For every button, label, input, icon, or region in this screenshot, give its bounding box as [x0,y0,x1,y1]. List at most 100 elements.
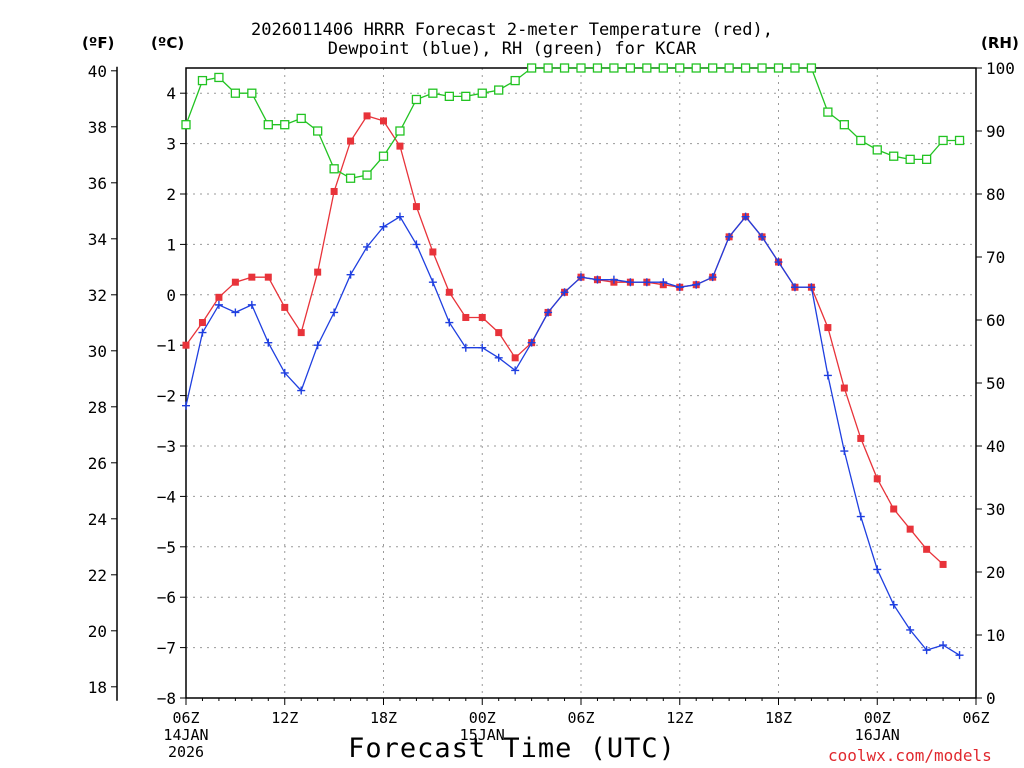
dewpoint-point [412,240,421,249]
x-date-label: 15JAN [460,726,505,744]
temperature-point [511,354,519,362]
rh-point [214,72,224,83]
rh-point [395,126,405,136]
rh-tick-label: 0 [986,689,996,708]
fahrenheit-tick-label: 22 [88,566,107,585]
rh-point [230,88,241,98]
x-date-label: 16JAN [855,726,900,744]
rh-point [461,91,471,101]
dewpoint-point [889,600,898,609]
celsius-tick-label: 4 [166,84,176,103]
rh-tick-label: 20 [986,563,1005,582]
temperature-point [182,341,190,349]
rh-point [675,63,685,73]
series-line-temperature [185,115,944,565]
fahrenheit-tick-label: 40 [88,62,107,81]
temperature-point [412,203,420,211]
celsius-tick-label: −5 [157,538,176,557]
fahrenheit-tick-label: 32 [88,286,107,305]
dewpoint-point [494,353,503,362]
x-tick-label: 06Z [962,709,989,727]
dewpoint-point [840,447,849,456]
dewpoint-point [231,308,240,317]
dewpoint-point [873,565,882,574]
rh-point [642,63,652,73]
dewpoint-point [577,273,585,282]
dewpoint-point [428,278,437,287]
temperature-point [248,273,256,281]
dewpoint-point [774,258,783,267]
rh-point [658,63,668,73]
dewpoint-point [182,401,190,410]
temperature-point [873,475,881,483]
rh-point [313,126,323,136]
celsius-tick-label: −6 [157,588,176,607]
rh-point [329,164,339,174]
rh-point [263,120,273,130]
temperature-point [923,545,931,553]
dewpoint-point [675,283,684,292]
celsius-tick-label: 2 [166,185,176,204]
series-rh [181,63,965,183]
temperature-point [939,560,947,568]
fahrenheit-tick-label: 20 [88,622,107,641]
temperature-point [906,525,914,533]
temperature-point [347,137,355,145]
dewpoint-point [807,283,816,292]
celsius-tick-label: −4 [157,487,176,506]
rh-point [938,135,948,146]
temperature-point [264,273,272,281]
dewpoint-point [346,270,355,279]
temperature-point [429,248,437,256]
celsius-tick-label: −8 [157,689,176,708]
x-tick-label: 12Z [666,709,693,727]
dewpoint-point [725,232,734,241]
dewpoint-point [198,328,207,337]
dewpoint-point [214,300,223,309]
temperature-point [330,187,338,195]
rh-point [691,63,701,73]
rh-point [856,135,866,146]
rh-point [592,63,603,73]
dewpoint-point [609,275,618,284]
dewpoint-point [511,366,520,375]
rh-point [494,85,504,95]
dewpoint-point [955,651,964,660]
rh-tick-label: 10 [986,626,1005,645]
fahrenheit-tick-label: 34 [88,230,107,249]
rh-point [889,151,899,161]
temperature-point [445,288,453,296]
temperature-point [462,313,470,321]
chart-title-line1: 2026011406 HRRR Forecast 2-meter Tempera… [251,20,773,40]
dewpoint-point [906,625,915,634]
dewpoint-point [560,288,569,297]
dewpoint-point [692,280,701,289]
rh-point [740,63,751,73]
temperature-point [297,329,305,337]
x-tick-label: 00Z [469,709,496,727]
celsius-tick-label: −1 [157,336,176,355]
dewpoint-point [544,308,553,317]
rh-point [724,63,734,73]
celsius-axis-label: (ºC) [151,34,185,52]
rh-point [345,173,356,183]
rh-point [609,63,619,73]
celsius-tick-label: −2 [157,387,176,406]
rh-point [559,63,570,73]
rh-tick-label: 90 [986,122,1005,141]
dewpoint-point [395,212,404,221]
series-temperature [182,112,947,568]
x-tick-label: 18Z [370,709,397,727]
fahrenheit-tick-label: 30 [88,342,107,361]
temperature-point [281,303,289,311]
fahrenheit-tick-label: 38 [88,118,107,137]
temperature-point [363,112,371,120]
fahrenheit-axis-label: (ºF) [82,34,115,52]
dewpoint-point [922,646,931,655]
rh-point [181,120,191,130]
dewpoint-point [856,512,865,521]
rh-point [444,91,454,101]
rh-axis-label: (RH) [981,34,1019,52]
rh-tick-label: 30 [986,500,1005,519]
